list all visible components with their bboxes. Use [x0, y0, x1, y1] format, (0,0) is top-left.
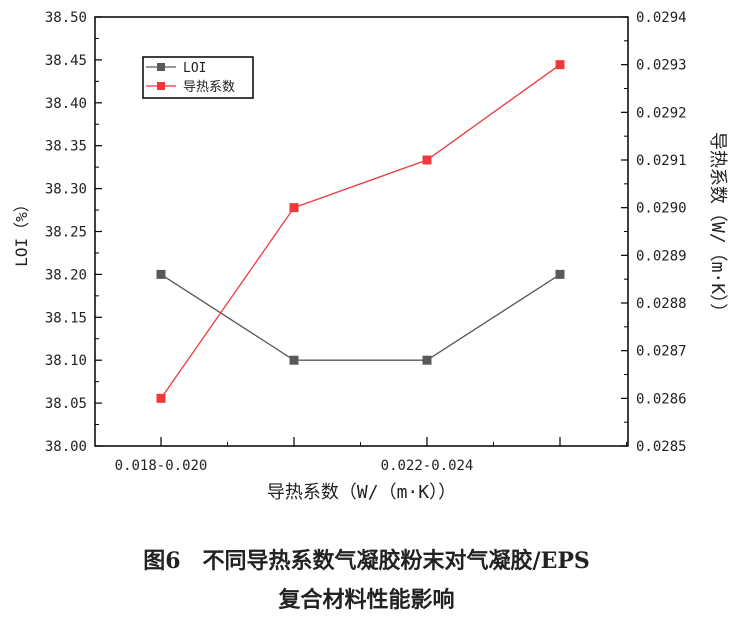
- left-tick-label: 38.10: [45, 353, 87, 369]
- data-point: [289, 203, 299, 213]
- left-tick-label: 38.05: [45, 396, 87, 412]
- right-tick-label: 0.0289: [636, 248, 687, 264]
- right-tick-label: 0.0285: [636, 439, 687, 455]
- legend-marker: [157, 63, 165, 71]
- left-tick-label: 38.25: [45, 225, 87, 241]
- data-point: [156, 393, 166, 403]
- right-tick-label: 0.0288: [636, 296, 687, 312]
- data-point: [156, 269, 166, 279]
- series-line-0: [160, 273, 561, 361]
- data-point: [422, 355, 432, 365]
- right-tick-label: 0.0286: [636, 391, 687, 407]
- chart: 38.00 38.05 38.10 38.15 38.20 38.25 38.30 38.35…: [12, 10, 728, 503]
- left-tick-label: 38.35: [45, 139, 87, 155]
- data-point: [555, 269, 565, 279]
- y2-axis-label: 导热系数（W/（m·K））: [707, 132, 728, 321]
- caption-line-2: 复合材料性能影响: [278, 587, 455, 613]
- legend-marker: [157, 82, 165, 90]
- left-tick-label: 38.00: [45, 439, 87, 455]
- right-tick-label: 0.0293: [636, 58, 687, 74]
- right-tick-label: 0.0291: [636, 153, 687, 169]
- caption-line-1: 图6 不同导热系数气凝胶粉末对气凝胶/EPS: [143, 548, 590, 574]
- series-line-1: [160, 64, 561, 399]
- legend-label: 导热系数: [183, 80, 235, 95]
- right-tick-label: 0.0294: [636, 10, 687, 26]
- y-axis-label: LOI（%）: [12, 196, 31, 267]
- data-point: [555, 60, 565, 70]
- data-point: [422, 155, 432, 165]
- x-tick-label: 0.022-0.024: [381, 458, 474, 474]
- legend-label: LOI: [183, 61, 206, 76]
- left-tick-label: 38.30: [45, 182, 87, 198]
- left-tick-label: 38.20: [45, 267, 87, 283]
- right-tick-label: 0.0292: [636, 105, 687, 121]
- x-axis-label: 导热系数（W/（m·K））: [267, 482, 456, 503]
- data-point: [289, 355, 299, 365]
- x-tick-label: 0.018-0.020: [115, 458, 208, 474]
- left-tick-label: 38.45: [45, 53, 87, 69]
- left-tick-label: 38.15: [45, 310, 87, 326]
- right-tick-label: 0.0290: [636, 201, 687, 217]
- right-tick-label: 0.0287: [636, 344, 687, 360]
- left-tick-label: 38.50: [45, 10, 87, 26]
- left-tick-label: 38.40: [45, 96, 87, 112]
